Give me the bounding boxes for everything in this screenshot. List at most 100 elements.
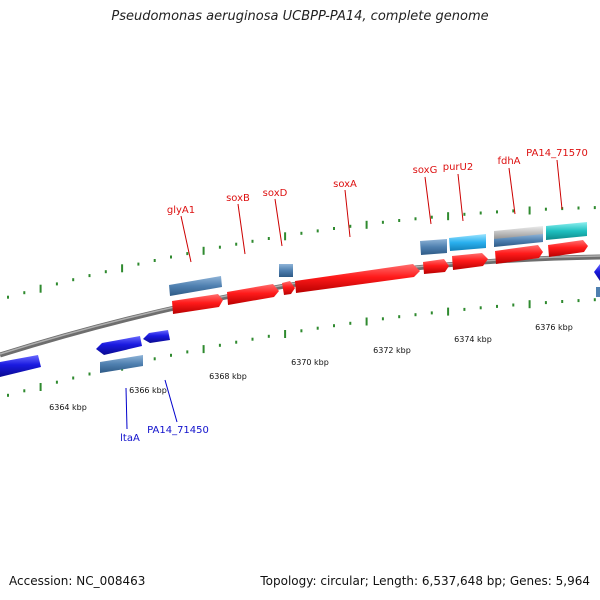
scale-tick [544, 301, 547, 305]
reverse-cds-arrow[interactable] [96, 336, 142, 355]
scale-tick [55, 282, 58, 286]
scale-tick [300, 231, 303, 235]
gene-label-PA14-71570[interactable]: PA14_71570 [526, 148, 588, 159]
tick-label: 6364 kbp [49, 403, 87, 412]
forward-cds-arrow[interactable] [495, 245, 543, 264]
scale-tick [365, 220, 368, 229]
forward-cds-arrow[interactable] [172, 294, 223, 314]
scale-tick [235, 242, 238, 246]
gene-label-purU2[interactable]: purU2 [443, 162, 473, 173]
scale-tick [170, 255, 172, 259]
scale-tick [479, 306, 482, 310]
scale-tick [121, 264, 124, 273]
leader-line-ltaA [125, 387, 128, 430]
scale-tick [430, 215, 433, 219]
scale-tick [512, 209, 515, 213]
genome-backbone [0, 254, 600, 358]
forward-cds-arrow[interactable] [452, 253, 488, 270]
scale-tick [186, 252, 189, 256]
forward-tick-scale [7, 206, 596, 299]
scale-tick [251, 337, 254, 341]
scale-tick [39, 284, 42, 293]
gene-label-soxD[interactable]: soxD [263, 188, 288, 199]
reverse-cds-arrow[interactable] [594, 264, 600, 281]
leader-line-fdhA [508, 167, 516, 215]
scale-tick [414, 313, 417, 317]
scale-tick [218, 245, 221, 249]
reverse-tick-scale [7, 298, 596, 397]
label-leader-lines [125, 159, 563, 430]
gene-label-fdhA[interactable]: fdhA [497, 156, 520, 167]
leader-line-PA14-71570 [556, 159, 563, 210]
gene-feature-fdhA-top[interactable] [494, 226, 543, 240]
scale-tick [398, 219, 401, 222]
leader-line-soxG [424, 176, 432, 225]
scale-tick [153, 357, 156, 361]
scale-tick [561, 300, 564, 303]
scale-tick [593, 206, 596, 210]
tick-labels: 6364 kbp 6366 kbp 6368 kbp 6370 kbp 6372… [49, 323, 573, 412]
scale-tick [479, 211, 482, 215]
genome-title: Pseudomonas aeruginosa UCBPP-PA14, compl… [111, 9, 489, 24]
scale-tick [186, 350, 189, 354]
forward-strand-features [169, 222, 588, 314]
scale-tick [72, 278, 75, 282]
scale-tick [39, 383, 42, 391]
gene-feature-glyA1[interactable] [169, 276, 222, 296]
scale-tick [284, 232, 287, 241]
scale-tick [447, 307, 450, 316]
gene-label-glyA1[interactable]: glyA1 [167, 205, 195, 216]
tick-label: 6370 kbp [291, 358, 329, 367]
gene-label-soxA[interactable]: soxA [333, 179, 357, 190]
reverse-cds-arrow[interactable] [143, 330, 170, 343]
leader-line-soxA [344, 189, 351, 238]
scale-tick [251, 239, 254, 243]
scale-tick [349, 224, 352, 228]
tick-label: 6368 kbp [209, 372, 247, 381]
scale-tick [300, 329, 303, 333]
gene-feature-purU2[interactable] [449, 234, 486, 251]
scale-tick [381, 220, 384, 224]
scale-tick [414, 217, 417, 221]
gene-label-soxB[interactable]: soxB [226, 193, 250, 204]
scale-tick [398, 315, 401, 319]
gene-label-ltaA[interactable]: ltaA [120, 433, 140, 444]
gene-feature-soxD[interactable] [279, 264, 293, 277]
reverse-gene-feature[interactable] [100, 355, 143, 373]
gene-feature-soxG[interactable] [420, 239, 447, 255]
scale-tick [7, 393, 9, 397]
forward-cds-arrow[interactable] [295, 264, 420, 293]
tick-label: 6374 kbp [454, 335, 492, 344]
gene-feature-fdhA[interactable] [494, 234, 543, 247]
gene-label-PA14-71450[interactable]: PA14_71450 [147, 425, 209, 436]
scale-tick [88, 274, 91, 278]
reverse-strand-features [0, 264, 600, 377]
scale-tick [55, 380, 58, 384]
tick-label: 6372 kbp [373, 346, 411, 355]
reverse-cds-arrow[interactable] [0, 355, 41, 377]
scale-tick [267, 237, 270, 240]
leader-line-soxB [237, 203, 246, 255]
forward-cds-arrow[interactable] [227, 284, 279, 305]
scale-tick [447, 212, 450, 221]
gene-label-soxG[interactable]: soxG [413, 165, 438, 176]
tick-label: 6376 kbp [535, 323, 573, 332]
tick-label: 6366 kbp [129, 386, 167, 395]
scale-tick [577, 206, 580, 210]
scale-tick [544, 207, 547, 211]
forward-cds-arrow[interactable] [548, 240, 588, 257]
forward-cds-arrow[interactable] [423, 259, 449, 274]
scale-tick [218, 343, 221, 347]
forward-cds-arrow[interactable] [282, 281, 295, 295]
scale-tick [463, 307, 466, 311]
scale-tick [23, 291, 26, 295]
genome-backbone-highlight [0, 255, 600, 355]
gene-feature-PA14-71570[interactable] [546, 222, 587, 240]
scale-tick [333, 227, 335, 230]
scale-tick [496, 210, 498, 214]
scale-tick [496, 304, 498, 308]
reverse-feature-edge [596, 287, 600, 297]
scale-tick [88, 372, 91, 376]
